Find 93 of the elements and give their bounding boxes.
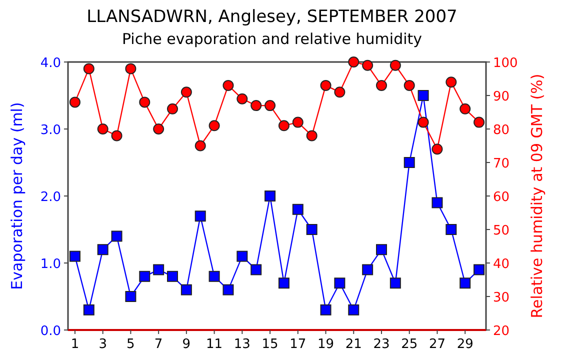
point [222, 284, 234, 296]
chart-subtitle: Piche evaporation and relative humidity [122, 30, 422, 48]
point [180, 86, 192, 98]
point [153, 264, 164, 276]
point [250, 100, 262, 112]
point [264, 100, 276, 112]
x-tick-label: 5 [126, 337, 135, 352]
point [111, 230, 122, 242]
point [167, 270, 178, 282]
point [362, 264, 374, 276]
point [139, 270, 150, 282]
point [194, 140, 206, 152]
point [474, 116, 485, 128]
point [320, 80, 332, 91]
x-tick-label: 29 [456, 337, 474, 352]
point [167, 103, 178, 114]
y-tick-label: 3.0 [40, 123, 61, 138]
point [348, 56, 360, 68]
point [404, 80, 415, 91]
point [69, 96, 80, 108]
point [446, 76, 457, 88]
x-tick-label: 23 [373, 337, 390, 352]
point [334, 86, 346, 98]
x-tick-label: 1 [70, 337, 80, 352]
point [97, 124, 108, 134]
point [250, 264, 262, 276]
point [390, 278, 401, 289]
point [446, 224, 457, 235]
x-tick-label: 21 [345, 337, 362, 352]
point [208, 120, 220, 132]
point [306, 224, 318, 235]
point [432, 144, 443, 155]
x-tick-label: 27 [428, 337, 446, 352]
point [83, 304, 94, 316]
y-tick-label: 1.0 [40, 257, 61, 272]
point [111, 130, 122, 142]
point [139, 96, 150, 108]
point [292, 204, 304, 215]
point [222, 80, 234, 91]
point [376, 80, 387, 91]
x-tick-label: 19 [317, 337, 334, 352]
y2-tick-label: 40 [493, 257, 510, 272]
point [83, 63, 94, 74]
point [404, 157, 415, 168]
point [390, 60, 401, 71]
point [334, 278, 346, 289]
x-tick-label: 13 [234, 337, 250, 352]
y2-axis-title: Relative humidity at 09 GMT (%) [528, 74, 546, 318]
point [264, 190, 276, 202]
point [153, 124, 164, 134]
y2-tick-label: 80 [493, 123, 510, 138]
y2-tick-label: 20 [493, 324, 510, 339]
y2-tick-label: 70 [493, 156, 510, 172]
point [376, 244, 387, 256]
y2-tick-label: 90 [493, 90, 510, 104]
point [320, 304, 332, 316]
point [292, 116, 304, 128]
point [362, 60, 374, 71]
y2-tick-label: 100 [493, 56, 518, 71]
point [208, 270, 220, 282]
x-tick-label: 15 [262, 337, 278, 352]
x-tick-label: 7 [154, 337, 163, 352]
x-tick-label: 17 [290, 337, 306, 352]
point [460, 103, 471, 114]
point [460, 278, 471, 289]
point [125, 63, 136, 74]
point [97, 244, 108, 256]
point [194, 210, 206, 222]
point [125, 291, 136, 302]
y-tick-label: 0.0 [40, 324, 61, 339]
y2-tick-label: 30 [493, 290, 510, 306]
x-tick-label: 3 [98, 337, 107, 352]
y-axis-title: Evaporation per day (ml) [8, 102, 26, 290]
x-tick-label: 11 [206, 337, 223, 352]
point [432, 197, 443, 208]
x-tick-label: 9 [182, 337, 191, 352]
point [236, 93, 248, 104]
point [278, 120, 290, 132]
point [418, 116, 429, 128]
y2-tick-label: 50 [493, 224, 510, 238]
point [306, 130, 318, 142]
chart-title: LLANSADWRN, Anglesey, SEPTEMBER 2007 [86, 7, 458, 27]
point [236, 250, 248, 262]
point [278, 278, 290, 289]
y2-tick-label: 60 [493, 190, 510, 205]
y-tick-label: 4.0 [40, 56, 61, 71]
y-tick-label: 2.0 [40, 190, 61, 205]
point [69, 250, 80, 262]
point [418, 90, 429, 101]
x-tick-label: 25 [401, 337, 418, 352]
point [348, 304, 360, 316]
point [180, 284, 192, 296]
point [474, 264, 485, 276]
